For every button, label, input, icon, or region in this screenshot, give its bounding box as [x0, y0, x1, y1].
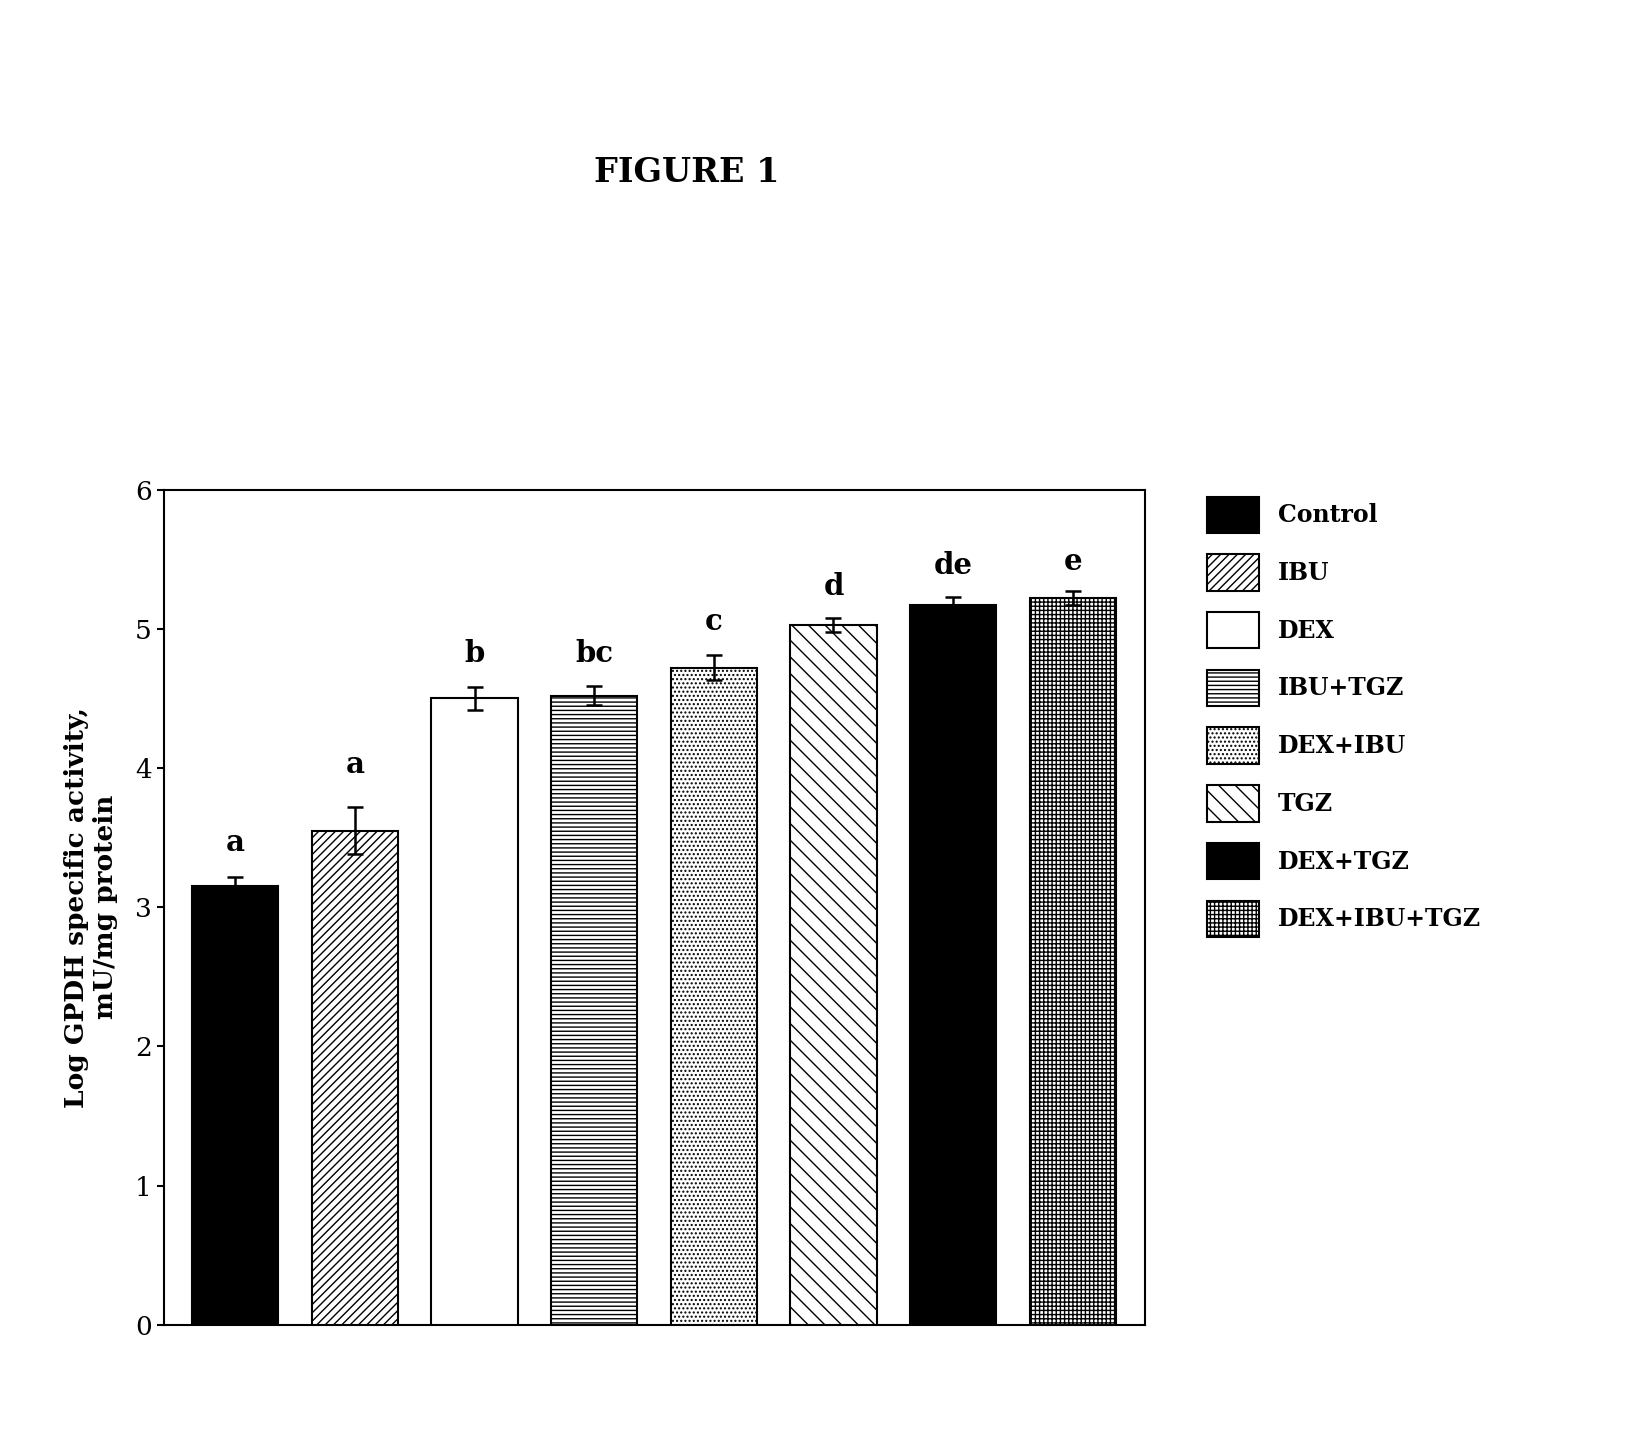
Legend: Control, IBU, DEX, IBU+TGZ, DEX+IBU, TGZ, DEX+TGZ, DEX+IBU+TGZ: Control, IBU, DEX, IBU+TGZ, DEX+IBU, TGZ…	[1195, 485, 1493, 949]
Bar	[1030, 598, 1115, 1325]
Text: a: a	[226, 828, 245, 857]
Bar	[670, 668, 757, 1325]
Text: b: b	[464, 639, 484, 668]
Text: e: e	[1063, 547, 1082, 576]
Bar	[790, 625, 876, 1325]
Text: FIGURE 1: FIGURE 1	[594, 157, 780, 189]
Bar	[432, 698, 518, 1325]
Bar	[312, 831, 397, 1325]
Bar	[911, 605, 996, 1325]
Bar	[193, 887, 278, 1325]
Text: a: a	[345, 750, 365, 779]
Text: c: c	[705, 606, 723, 636]
Text: d: d	[824, 572, 844, 600]
Y-axis label: Log GPDH specific activity,
mU/mg protein: Log GPDH specific activity, mU/mg protei…	[64, 707, 118, 1107]
Text: de: de	[934, 552, 973, 580]
Bar	[551, 696, 638, 1325]
Text: bc: bc	[576, 639, 613, 668]
